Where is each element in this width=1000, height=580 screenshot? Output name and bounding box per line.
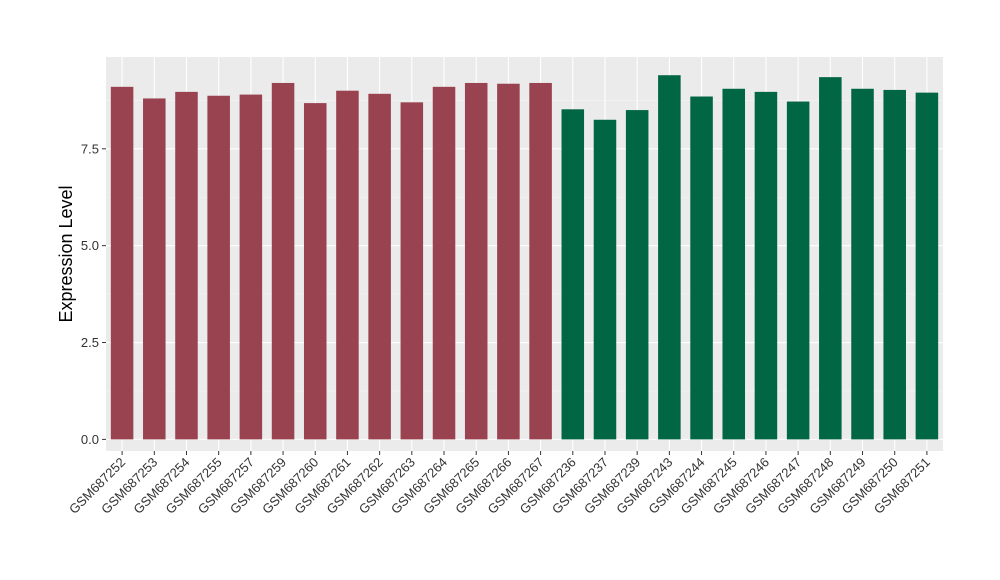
bar-GSM687253: [143, 98, 166, 440]
bar-GSM687257: [239, 94, 263, 440]
bar-GSM687265: [464, 82, 488, 440]
bar-GSM687266: [497, 83, 520, 440]
y-tick-label: 7.5: [81, 141, 99, 156]
bar-GSM687237: [593, 119, 617, 440]
bar-GSM687236: [561, 109, 585, 440]
bar-GSM687254: [175, 91, 198, 440]
bar-GSM687245: [722, 88, 746, 440]
plot-panel: [106, 57, 943, 451]
bar-GSM687261: [336, 90, 359, 440]
bar-GSM687246: [754, 91, 778, 440]
bar-GSM687243: [658, 75, 681, 440]
bar-GSM687267: [529, 82, 552, 440]
bar-GSM687247: [786, 101, 810, 440]
bar-GSM687244: [690, 96, 713, 440]
y-tick-label: 2.5: [81, 335, 99, 350]
bar-GSM687239: [625, 110, 649, 440]
bar-GSM687262: [368, 93, 391, 440]
bar-GSM687259: [271, 82, 295, 440]
y-axis: 0.0 2.5 5.0 7.5: [81, 141, 106, 447]
x-axis: GSM687252GSM687253GSM687254GSM687255GSM6…: [66, 451, 933, 517]
bar-GSM687250: [883, 89, 906, 440]
bar-GSM687248: [819, 77, 842, 440]
y-tick-label: 5.0: [81, 238, 99, 253]
bar-GSM687264: [432, 86, 456, 440]
bars: [110, 75, 939, 440]
bar-GSM687263: [400, 102, 424, 440]
bar-GSM687255: [207, 95, 230, 440]
bar-GSM687251: [915, 92, 939, 440]
y-axis-title: Expression Level: [56, 185, 76, 322]
bar-GSM687249: [851, 88, 874, 440]
y-tick-label: 0.0: [81, 432, 99, 447]
bar-GSM687260: [303, 103, 327, 440]
bar-GSM687252: [110, 86, 134, 440]
